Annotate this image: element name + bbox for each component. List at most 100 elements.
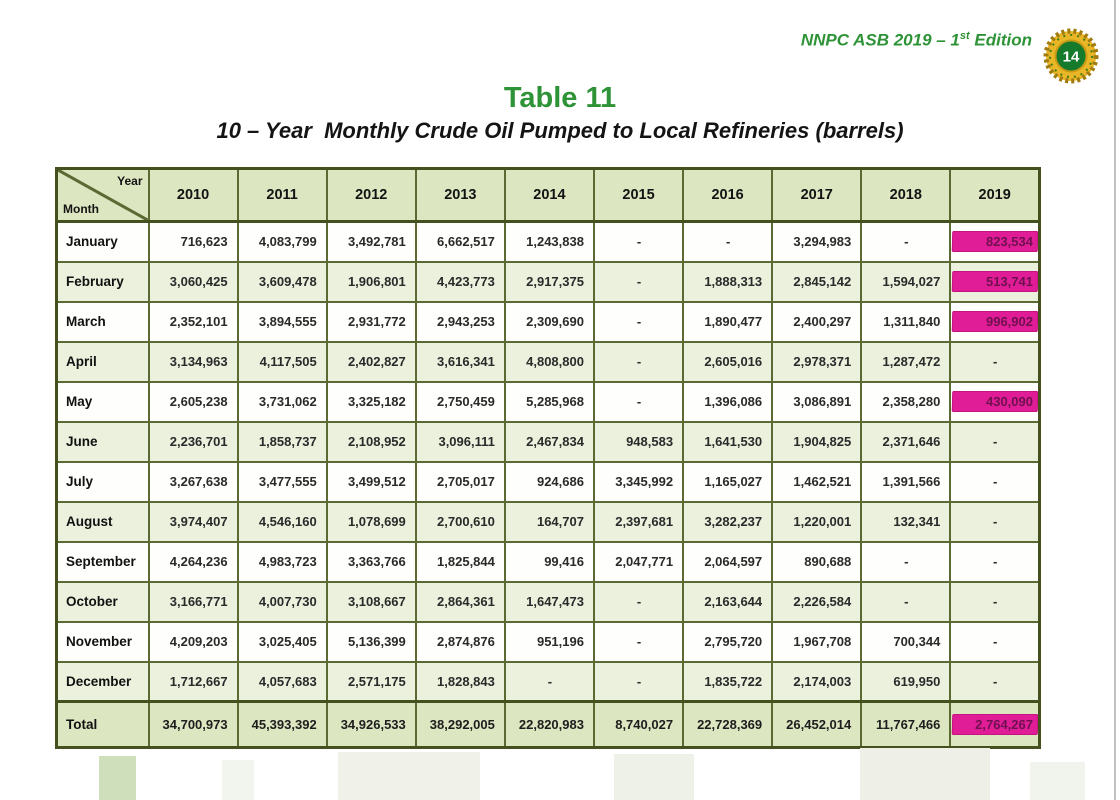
year-header: 2017 [771,167,863,223]
page-number-badge: 14 [1063,49,1080,66]
table-cell: 22,820,983 [503,700,595,749]
table-cell: 2,864,361 [414,580,506,623]
table-cell: 513,741 [949,260,1041,303]
table-cell: - [592,660,685,703]
table-cell: 1,835,722 [682,660,774,703]
table-cell: 2,352,101 [147,300,239,343]
table-cell: 823,534 [949,220,1041,263]
table-cell: - [949,420,1041,463]
table-cell: 2,764,267 [949,700,1041,749]
table-cell: 2,236,701 [147,420,239,463]
table-cell: - [592,340,685,383]
month-label: July [55,460,150,503]
table-cell: 2,571,175 [325,660,417,703]
table-cell: 1,391,566 [860,460,952,503]
table-cell: 3,492,781 [325,220,417,263]
table-cell: 1,462,521 [771,460,863,503]
table-row: May 2,605,238 3,731,062 3,325,182 2,750,459 5… [55,380,1041,423]
table-cell: 1,967,708 [771,620,863,663]
table-cell: 22,728,369 [682,700,774,749]
table-row: November 4,209,203 3,025,405 5,136,399 2,874… [55,620,1041,663]
table-cell: 1,906,801 [325,260,417,303]
year-header: 2018 [860,167,952,223]
table-cell: - [949,500,1041,543]
total-row: Total 34,700,973 45,393,392 34,926,533 38,29… [55,700,1041,749]
table-row: September 4,264,236 4,983,723 3,363,766 1,82… [55,540,1041,583]
table-cell: 11,767,466 [860,700,952,749]
table-cell: 4,264,236 [147,540,239,583]
table-cell: 3,974,407 [147,500,239,543]
table-cell: 4,546,160 [236,500,328,543]
table-cell: 3,345,992 [592,460,685,503]
table-cell: 2,845,142 [771,260,863,303]
table-cell: 2,700,610 [414,500,506,543]
table-cell: 3,616,341 [414,340,506,383]
table-cell: 2,931,772 [325,300,417,343]
table-body: January 716,623 4,083,799 3,492,781 6,662,51… [55,220,1041,703]
table-cell: 5,136,399 [325,620,417,663]
table-cell: 2,402,827 [325,340,417,383]
year-header: 2014 [503,167,595,223]
table-cell: 2,163,644 [682,580,774,623]
table-row: July 3,267,638 3,477,555 3,499,512 2,705,017… [55,460,1041,503]
table-cell: - [592,220,685,263]
table-cell: 1,287,472 [860,340,952,383]
watermark-block [222,760,254,800]
table-cell: 4,057,683 [236,660,328,703]
month-label: March [55,300,150,343]
table-cell: 430,090 [949,380,1041,423]
highlight-marker: 823,534 [952,231,1038,253]
table-cell: 1,165,027 [682,460,774,503]
table-cell: 2,397,681 [592,500,685,543]
table-cell: 996,902 [949,300,1041,343]
table-cell: 1,890,477 [682,300,774,343]
month-label: August [55,500,150,543]
table-cell: 2,978,371 [771,340,863,383]
table-cell: - [949,460,1041,503]
table-cell: 1,828,843 [414,660,506,703]
table-cell: 1,220,001 [771,500,863,543]
table-cell: 948,583 [592,420,685,463]
table-row: February 3,060,425 3,609,478 1,906,801 4,423… [55,260,1041,303]
table-cell: 4,209,203 [147,620,239,663]
table-head: Year Month 2010 2011 2012 2013 2014 2015 2016 2… [55,167,1041,223]
table-cell: 4,808,800 [503,340,595,383]
table-cell: 3,477,555 [236,460,328,503]
table-cell: 3,731,062 [236,380,328,423]
table-cell: - [503,660,595,703]
table-row: August 3,974,407 4,546,160 1,078,699 2,700,6… [55,500,1041,543]
table-cell: 8,740,027 [592,700,685,749]
table-cell: 4,423,773 [414,260,506,303]
table-cell: 3,282,237 [682,500,774,543]
table-cell: 3,166,771 [147,580,239,623]
table-cell: 1,641,530 [682,420,774,463]
table-cell: 1,594,027 [860,260,952,303]
table-cell: 924,686 [503,460,595,503]
table-cell: 26,452,014 [771,700,863,749]
table-row: March 2,352,101 3,894,555 2,931,772 2,943,25… [55,300,1041,343]
highlight-marker: 513,741 [952,271,1038,292]
month-label: September [55,540,150,583]
table-cell: 3,134,963 [147,340,239,383]
table-cell: 34,926,533 [325,700,417,749]
table-cell: 4,007,730 [236,580,328,623]
table-cell: - [949,660,1041,703]
table-cell: 1,825,844 [414,540,506,583]
table-cell: 2,174,003 [771,660,863,703]
watermark-block [614,754,694,800]
table-cell: 3,108,667 [325,580,417,623]
table-cell: 3,894,555 [236,300,328,343]
table-cell: 1,396,086 [682,380,774,423]
table-cell: 38,292,005 [414,700,506,749]
table-cell: 3,499,512 [325,460,417,503]
table-cell: - [860,220,952,263]
watermark-block [99,756,136,800]
table-cell: 3,609,478 [236,260,328,303]
nnpc-logo-icon: 14 [1042,27,1100,85]
table-cell: 3,086,891 [771,380,863,423]
edition-prefix: NNPC ASB 2019 – 1 [800,30,960,50]
table-cell: 2,371,646 [860,420,952,463]
table-cell: 2,064,597 [682,540,774,583]
edition-suffix: Edition [969,30,1032,50]
table-cell: 2,047,771 [592,540,685,583]
